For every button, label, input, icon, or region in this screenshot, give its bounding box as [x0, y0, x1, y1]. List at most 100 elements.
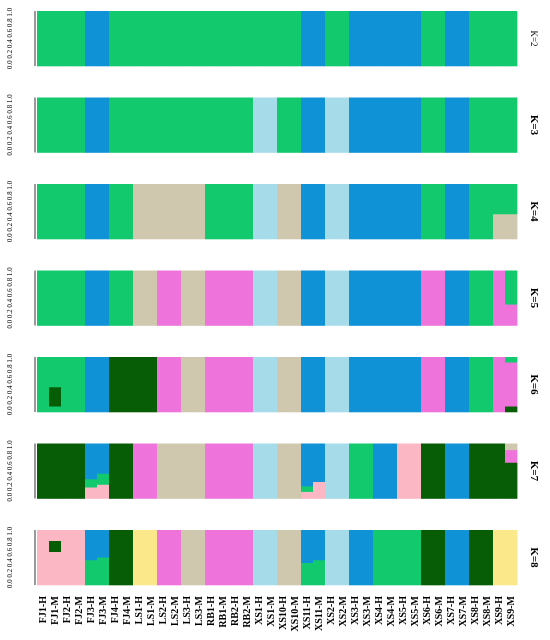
sample-label: FJ1-H	[38, 596, 49, 623]
bar-segment	[97, 11, 110, 67]
bar-segment	[325, 97, 338, 153]
bar-segment	[385, 97, 398, 153]
bar-segment	[157, 357, 170, 413]
bar-segment	[469, 11, 482, 67]
bar-segment	[253, 184, 266, 240]
bar-segment	[373, 443, 386, 499]
bar-segment	[421, 97, 434, 153]
sample-label: RB1-M	[218, 595, 229, 627]
bar-segment	[289, 357, 302, 413]
bar-segment	[457, 184, 470, 240]
bar-segment	[313, 443, 326, 483]
bar-segment	[289, 184, 302, 240]
sample-label: LS3-H	[182, 596, 193, 625]
bar-segment	[337, 184, 350, 240]
k-label: K=7	[528, 461, 540, 482]
bar-segment	[181, 184, 194, 240]
bar-segment	[181, 11, 194, 67]
bar-segment	[85, 487, 98, 499]
bar-segment	[373, 184, 386, 240]
bar-segment	[109, 11, 122, 67]
sample-label: XS3-H	[350, 596, 361, 625]
bar-segment	[145, 530, 158, 586]
bar-segment	[253, 270, 266, 326]
bar-segment	[361, 530, 374, 586]
bar-segment	[493, 357, 506, 413]
bar-segment	[37, 443, 50, 499]
bar-segment	[205, 443, 218, 499]
bar-segment	[373, 530, 386, 586]
bar-segment	[145, 270, 158, 326]
bar-segment	[433, 184, 446, 240]
bar-segment	[397, 11, 410, 67]
bar-segment	[169, 11, 182, 67]
bar-segment	[157, 443, 170, 499]
bar-segment	[181, 357, 194, 413]
bar-segment	[49, 552, 62, 586]
bar-segment	[37, 270, 50, 326]
sample-label: LS2-H	[158, 596, 169, 625]
bar-segment	[49, 530, 62, 542]
bar-segment	[409, 443, 422, 499]
bar-segment	[217, 357, 230, 413]
sample-label: XS11-H	[302, 596, 313, 630]
bar-segment	[445, 11, 458, 67]
bar-segment	[313, 357, 326, 413]
bar-segment	[241, 184, 254, 240]
bar-segment	[445, 530, 458, 586]
bar-segment	[61, 97, 74, 153]
bar-segment	[481, 184, 494, 240]
bar-segment	[73, 11, 86, 67]
bar-segment	[193, 11, 206, 67]
bar-segment	[421, 357, 434, 413]
bar-segment	[253, 11, 266, 67]
bar-segment	[61, 530, 74, 586]
bar-segment	[385, 11, 398, 67]
bar-segment	[73, 270, 86, 326]
bar-segment	[37, 530, 50, 586]
bar-segment	[337, 97, 350, 153]
bar-segment	[121, 270, 134, 326]
bar-segment	[349, 530, 362, 586]
sample-label: XS4-M	[386, 595, 397, 626]
bar-segment	[109, 97, 122, 153]
bar-segment	[481, 270, 494, 326]
bar-segment	[481, 443, 494, 499]
bar-segment	[457, 270, 470, 326]
bar-segment	[337, 443, 350, 499]
panel-k3: 0.0 0.2 0.4 0.6 0.8 1.0 K=3	[6, 94, 540, 156]
bar-segment	[97, 97, 110, 153]
bar-segment	[505, 97, 518, 153]
bar-segment	[121, 11, 134, 67]
sample-label: XS3-M	[362, 595, 373, 626]
bar-segment	[313, 184, 326, 240]
bar-segment	[445, 184, 458, 240]
bar-segment	[349, 11, 362, 67]
bar-segment	[133, 184, 146, 240]
bar-segment	[85, 560, 98, 586]
bar-segment	[85, 530, 98, 561]
bar-segment	[373, 97, 386, 153]
sample-label: FJ3-H	[86, 596, 97, 623]
bar-segment	[217, 184, 230, 240]
bar-segment	[445, 357, 458, 413]
bar-segment	[109, 184, 122, 240]
sample-label: LS1-H	[134, 596, 145, 625]
bar-segment	[61, 357, 74, 413]
sample-label: XS10-M	[290, 595, 301, 631]
bar-segment	[109, 530, 122, 586]
bar-segment	[505, 362, 518, 407]
bar-segment	[241, 97, 254, 153]
bar-segment	[253, 443, 266, 499]
bar-segment	[97, 473, 110, 486]
bar-segment	[73, 184, 86, 240]
y-tick-labels: 0.0 0.2 0.4 0.6 0.8 1.0	[6, 526, 14, 588]
bar-segment	[169, 443, 182, 499]
bar-segment	[445, 97, 458, 153]
bar-segment	[481, 530, 494, 586]
bar-segment	[481, 11, 494, 67]
sample-label: RB2-H	[230, 596, 241, 626]
bar-segment	[481, 357, 494, 413]
bar-segment	[229, 270, 242, 326]
bar-segment	[85, 479, 98, 488]
